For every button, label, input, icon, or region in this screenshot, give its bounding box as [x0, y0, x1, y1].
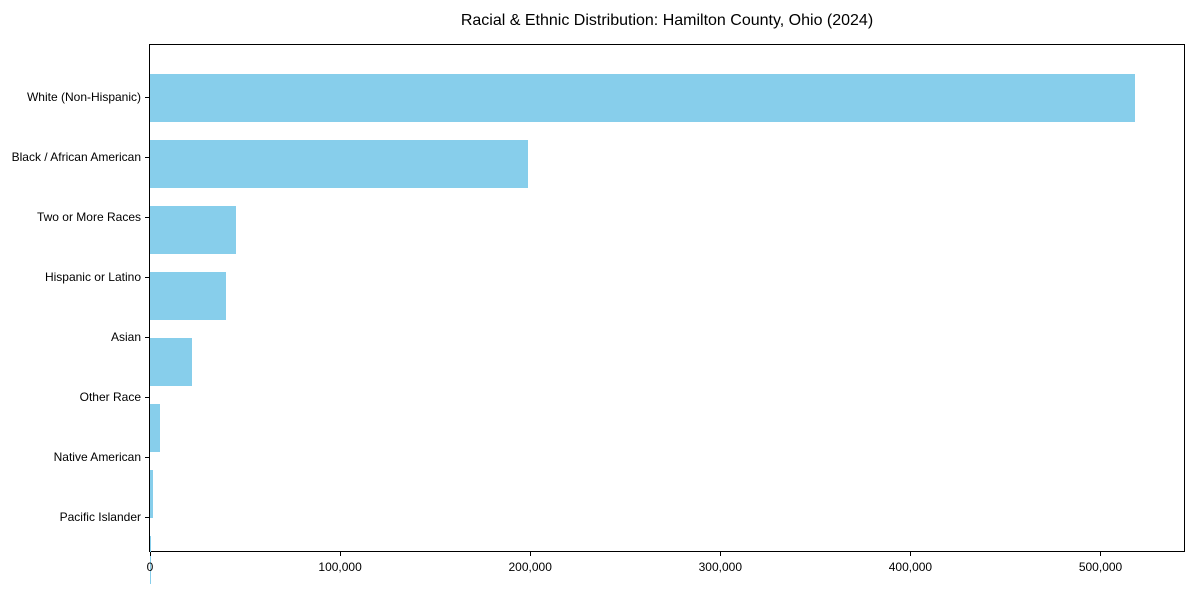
plot-area	[149, 44, 1185, 584]
chart-title: Racial & Ethnic Distribution: Hamilton C…	[460, 12, 874, 29]
bar-row	[150, 140, 1184, 200]
bar-hispanic-or-latino	[150, 272, 227, 320]
bar-row	[150, 404, 1184, 464]
x-tick-label-500-000: 500,000	[1078, 560, 1123, 574]
y-tick-mark	[145, 517, 149, 518]
x-tick-mark	[909, 552, 911, 556]
x-tick-mark	[719, 552, 721, 556]
y-tick-mark	[145, 337, 149, 338]
y-tick-label-native-american: Native American	[53, 450, 141, 464]
y-tick-label-black-african-american: Black / African American	[11, 150, 141, 164]
y-tick-mark	[145, 397, 149, 398]
bar-row	[150, 536, 1184, 596]
y-tick-mark	[145, 217, 149, 218]
bar-asian	[150, 338, 192, 386]
bar-row	[150, 74, 1184, 134]
x-tick-label-200-000: 200,000	[508, 560, 552, 574]
y-tick-label-hispanic-or-latino: Hispanic or Latino	[44, 270, 141, 284]
x-tick-mark	[529, 552, 531, 556]
y-tick-label-pacific-islander: Pacific Islander	[59, 510, 141, 524]
y-tick-mark	[145, 457, 149, 458]
x-tick-label-300-000: 300,000	[698, 560, 743, 574]
x-tick-label-100-000: 100,000	[318, 560, 362, 574]
x-tick-mark	[339, 552, 341, 556]
y-tick-label-white-non-hispanic: White (Non-Hispanic)	[26, 90, 141, 104]
bar-row	[150, 470, 1184, 530]
bar-black-african-american	[150, 140, 529, 188]
bar-pacific-islander	[150, 536, 151, 584]
bars-container	[150, 68, 1184, 596]
y-tick-mark	[145, 157, 149, 158]
bar-row	[150, 338, 1184, 398]
bar-other-race	[150, 404, 160, 452]
bar-row	[150, 206, 1184, 266]
bar-white-non-hispanic	[150, 74, 1135, 122]
y-tick-label-asian: Asian	[110, 330, 141, 344]
x-tick-mark	[1100, 552, 1102, 556]
x-tick-label-0: 0	[146, 560, 154, 574]
bar-row	[150, 272, 1184, 332]
bar-native-american	[150, 470, 153, 518]
y-tick-label-two-or-more-races: Two or More Races	[36, 210, 141, 224]
y-tick-mark	[145, 97, 149, 98]
bar-two-or-more-races	[150, 206, 236, 254]
y-tick-mark	[145, 277, 149, 278]
y-tick-label-other-race: Other Race	[79, 390, 141, 404]
x-tick-label-400-000: 400,000	[888, 560, 933, 574]
x-tick-mark	[149, 552, 151, 556]
